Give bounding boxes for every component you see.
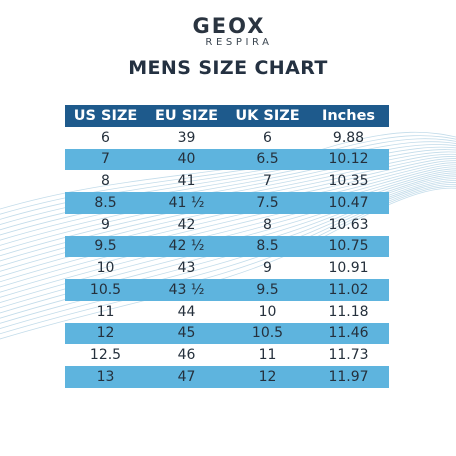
cell-uk-size: 10 — [258, 303, 277, 320]
cell-eu-size: 43 — [177, 260, 196, 277]
cell-eu-size: 46 — [177, 347, 196, 364]
brand-name: GEOX — [192, 14, 266, 38]
table-row: 10 43 9 10.91 — [65, 257, 389, 279]
cell-eu-size: 41 ½ — [168, 194, 205, 211]
cell-uk-size: 6.5 — [256, 151, 279, 168]
table-row: 8.5 41 ½ 7.5 10.47 — [65, 192, 389, 214]
cell-eu-size: 42 — [177, 216, 196, 233]
cell-uk-size: 9.5 — [256, 281, 279, 298]
header-uk-size: UK SIZE — [235, 107, 300, 124]
table-row: 13 47 12 11.97 — [65, 366, 389, 388]
cell-eu-size: 40 — [177, 151, 196, 168]
cell-inches: 10.91 — [328, 260, 369, 277]
cell-eu-size: 44 — [177, 303, 196, 320]
cell-inches: 11.97 — [328, 368, 369, 385]
cell-inches: 11.18 — [328, 303, 369, 320]
cell-eu-size: 43 ½ — [168, 281, 205, 298]
size-chart-table: US SIZE EU SIZE UK SIZE Inches 6 39 6 9.… — [65, 105, 389, 388]
table-row: 12.5 46 11 11.73 — [65, 344, 389, 366]
page-title: MENS SIZE CHART — [128, 57, 328, 79]
table-row: 9.5 42 ½ 8.5 10.75 — [65, 235, 389, 258]
brand-logo: GEOX RESPIRA — [0, 15, 456, 48]
cell-us-size: 7 — [101, 151, 110, 168]
cell-inches: 11.46 — [328, 325, 369, 342]
cell-inches: 11.02 — [328, 281, 369, 298]
cell-uk-size: 12 — [258, 368, 277, 385]
cell-eu-size: 47 — [177, 368, 196, 385]
cell-inches: 11.73 — [328, 347, 369, 364]
cell-inches: 9.88 — [332, 129, 365, 146]
cell-eu-size: 45 — [177, 325, 196, 342]
cell-us-size: 12.5 — [89, 347, 122, 364]
header-us-size: US SIZE — [73, 107, 138, 124]
cell-us-size: 11 — [96, 303, 115, 320]
cell-inches: 10.75 — [328, 238, 369, 255]
cell-uk-size: 6 — [263, 129, 272, 146]
cell-uk-size: 7 — [263, 173, 272, 190]
cell-uk-size: 8.5 — [256, 238, 279, 255]
table-row: 9 42 8 10.63 — [65, 214, 389, 236]
cell-inches: 10.63 — [328, 216, 369, 233]
table-header-row: US SIZE EU SIZE UK SIZE Inches — [65, 105, 389, 127]
table-row: 7 40 6.5 10.12 — [65, 148, 389, 171]
cell-uk-size: 8 — [263, 216, 272, 233]
table-row: 12 45 10.5 11.46 — [65, 322, 389, 345]
cell-us-size: 12 — [96, 325, 115, 342]
cell-us-size: 9.5 — [94, 238, 117, 255]
cell-uk-size: 11 — [258, 347, 277, 364]
cell-us-size: 9 — [101, 216, 110, 233]
table-row: 11 44 10 11.18 — [65, 301, 389, 323]
cell-eu-size: 42 ½ — [168, 238, 205, 255]
cell-uk-size: 10.5 — [251, 325, 284, 342]
cell-inches: 10.47 — [328, 194, 369, 211]
cell-us-size: 10 — [96, 260, 115, 277]
cell-us-size: 8.5 — [94, 194, 117, 211]
cell-us-size: 6 — [101, 129, 110, 146]
cell-uk-size: 7.5 — [256, 194, 279, 211]
cell-inches: 10.12 — [328, 151, 369, 168]
cell-inches: 10.35 — [328, 173, 369, 190]
cell-us-size: 13 — [96, 368, 115, 385]
header-eu-size: EU SIZE — [155, 107, 218, 124]
cell-us-size: 8 — [101, 173, 110, 190]
brand-subname: RESPIRA — [205, 37, 273, 48]
cell-eu-size: 41 — [177, 173, 196, 190]
cell-uk-size: 9 — [263, 260, 272, 277]
header-inches: Inches — [321, 107, 376, 124]
cell-us-size: 10.5 — [89, 281, 122, 298]
table-row: 6 39 6 9.88 — [65, 127, 389, 149]
table-row: 8 41 7 10.35 — [65, 170, 389, 192]
table-row: 10.5 43 ½ 9.5 11.02 — [65, 279, 389, 301]
cell-eu-size: 39 — [177, 129, 196, 146]
